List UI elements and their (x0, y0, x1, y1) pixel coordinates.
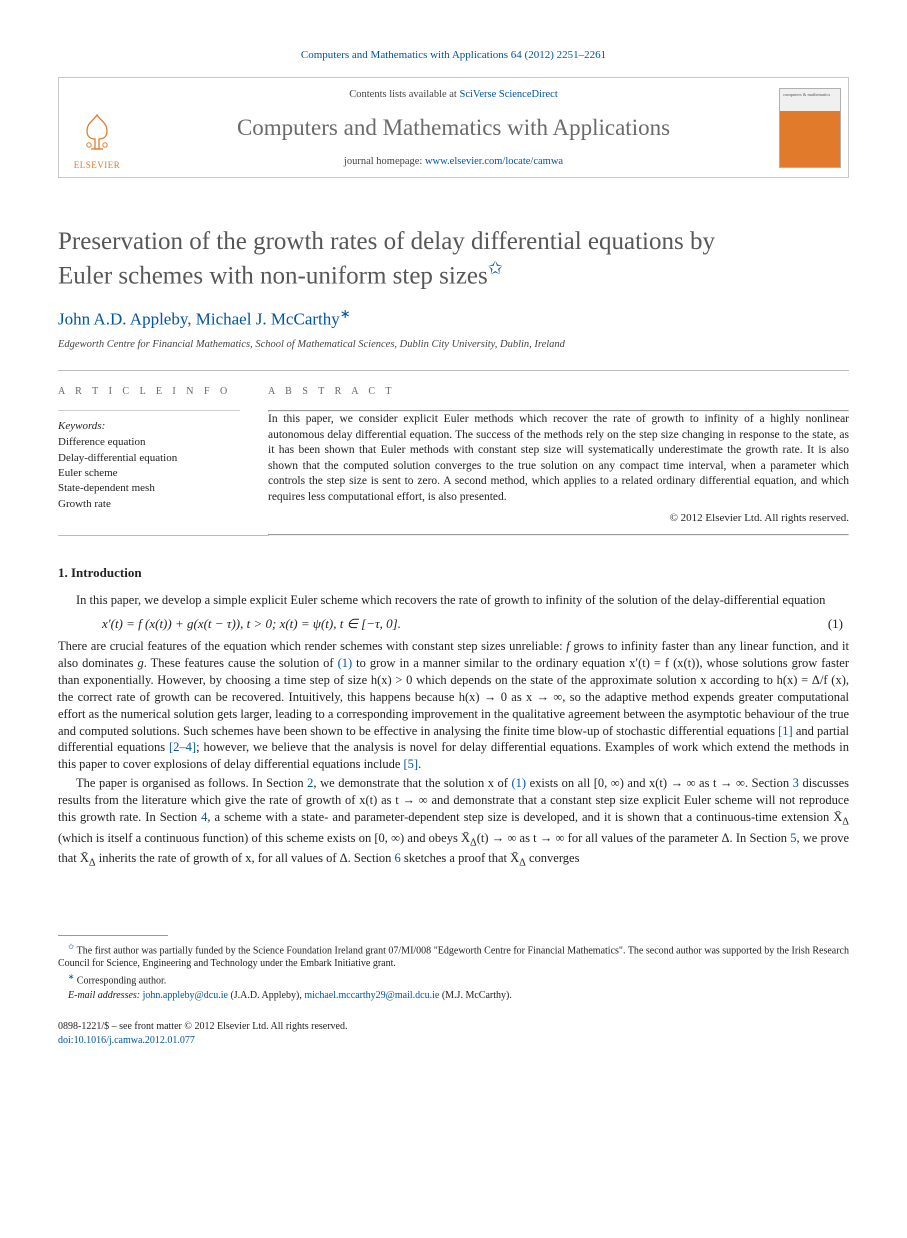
footnote-2-text: Corresponding author. (74, 975, 166, 986)
p3-c: exists on all [0, ∞) and x(t) → ∞ as t →… (526, 776, 793, 790)
sub-delta-2: Δ (470, 837, 477, 848)
doi-link[interactable]: 10.1016/j.camwa.2012.01.077 (74, 1035, 195, 1046)
p3-e: , a scheme with a state- and parameter-d… (207, 810, 842, 824)
sub-delta-1: Δ (842, 816, 849, 827)
p2-g: . (418, 757, 421, 771)
p2-c: . These features cause the solution of (144, 656, 338, 670)
author-sep: , (187, 310, 196, 329)
paragraph-1: In this paper, we develop a simple expli… (58, 592, 849, 609)
article-title: Preservation of the growth rates of dela… (58, 226, 849, 292)
article-info-label: A R T I C L E I N F O (58, 385, 240, 399)
keyword-item: Delay-differential equation (58, 451, 240, 466)
email-2-link[interactable]: michael.mccarthy29@mail.dcu.ie (304, 990, 439, 1001)
footer-block: 0898-1221/$ – see front matter © 2012 El… (58, 1020, 849, 1047)
keyword-item: State-dependent mesh (58, 481, 240, 496)
p3-g: (t) → ∞ as t → ∞ for all values of the p… (477, 831, 790, 845)
title-line2: Euler schemes with non-uniform step size… (58, 263, 488, 290)
header-center: Contents lists available at SciVerse Sci… (135, 78, 772, 177)
keyword-item: Growth rate (58, 497, 240, 512)
paragraph-3: The paper is organised as follows. In Se… (58, 775, 849, 870)
abstract-label: A B S T R A C T (268, 385, 849, 399)
keywords-heading: Keywords: (58, 419, 240, 434)
affiliation: Edgeworth Centre for Financial Mathemati… (58, 338, 849, 352)
equation-1: x′(t) = f (x(t)) + g(x(t − τ)), t > 0; x… (102, 615, 849, 633)
title-footnote-mark[interactable]: ✩ (488, 258, 503, 278)
p3-i: inherits the rate of growth of x, for al… (96, 851, 395, 865)
email-label: E-mail addresses: (68, 990, 143, 1001)
info-abstract-row: A R T I C L E I N F O Keywords: Differen… (58, 371, 849, 536)
journal-header-box: ELSEVIER Contents lists available at Sci… (58, 77, 849, 178)
keyword-item: Difference equation (58, 435, 240, 450)
contents-prefix: Contents lists available at (349, 89, 459, 100)
footnote-1: ✩ The first author was partially funded … (58, 942, 849, 970)
p3-k: converges (526, 851, 580, 865)
abstract-text: In this paper, we consider explicit Eule… (268, 412, 849, 505)
elsevier-label: ELSEVIER (74, 159, 121, 171)
email-1-who: (J.A.D. Appleby), (228, 990, 304, 1001)
sub-delta-4: Δ (519, 858, 526, 869)
footer-doi-line: doi:10.1016/j.camwa.2012.01.077 (58, 1034, 849, 1048)
homepage-line: journal homepage: www.elsevier.com/locat… (141, 155, 766, 169)
cover-mini-text: computers & mathematics (783, 93, 837, 98)
abstract-column: A B S T R A C T In this paper, we consid… (268, 371, 849, 536)
ref-1-link[interactable]: [1] (778, 724, 793, 738)
footnotes-block: ✩ The first author was partially funded … (58, 935, 849, 1003)
elsevier-tree-icon (73, 109, 121, 157)
p3-b: , we demonstrate that the solution x of (313, 776, 511, 790)
equation-1-body: x′(t) = f (x(t)) + g(x(t − τ)), t > 0; x… (102, 615, 828, 633)
footnote-2: ∗ Corresponding author. (58, 972, 849, 987)
email-2-who: (M.J. McCarthy). (439, 990, 512, 1001)
sub-delta-3: Δ (89, 858, 96, 869)
p3-j: sketches a proof that X̄ (401, 851, 519, 865)
cover-cell: computers & mathematics (772, 78, 848, 177)
copyright-line: © 2012 Elsevier Ltd. All rights reserved… (268, 511, 849, 526)
doi-label: doi: (58, 1035, 74, 1046)
footer-line-1: 0898-1221/$ – see front matter © 2012 El… (58, 1020, 849, 1034)
elsevier-cell: ELSEVIER (59, 78, 135, 177)
citation-header: Computers and Mathematics with Applicati… (58, 48, 849, 63)
homepage-prefix: journal homepage: (344, 156, 425, 167)
corresponding-mark[interactable]: ∗ (340, 307, 351, 321)
journal-cover-thumbnail: computers & mathematics (779, 88, 841, 168)
ref-eq1-link-2[interactable]: (1) (512, 776, 527, 790)
citation-link[interactable]: Computers and Mathematics with Applicati… (301, 49, 606, 61)
keyword-item: Euler scheme (58, 466, 240, 481)
contents-line: Contents lists available at SciVerse Sci… (141, 88, 766, 102)
info-divider (58, 410, 240, 411)
author-2[interactable]: Michael J. McCarthy (196, 310, 340, 329)
footnote-1-text: The first author was partially funded by… (58, 945, 849, 969)
journal-name: Computers and Mathematics with Applicati… (141, 112, 766, 143)
title-line1: Preservation of the growth rates of dela… (58, 228, 715, 255)
authors-line: John A.D. Appleby, Michael J. McCarthy∗ (58, 306, 849, 332)
author-1[interactable]: John A.D. Appleby (58, 310, 187, 329)
ref-2-4-link[interactable]: [2–4] (169, 740, 196, 754)
abstract-divider-bottom (268, 534, 849, 536)
email-1-link[interactable]: john.appleby@dcu.ie (143, 990, 228, 1001)
article-info-column: A R T I C L E I N F O Keywords: Differen… (58, 371, 240, 536)
p2-a: There are crucial features of the equati… (58, 639, 566, 653)
p3-a: The paper is organised as follows. In Se… (76, 776, 307, 790)
p3-f: (which is itself a continuous function) … (58, 831, 470, 845)
ref-5-link[interactable]: [5] (404, 757, 419, 771)
section-1-heading: 1. Introduction (58, 564, 849, 582)
paragraph-2: There are crucial features of the equati… (58, 638, 849, 773)
equation-1-number: (1) (828, 615, 843, 633)
sciencedirect-link[interactable]: SciVerse ScienceDirect (459, 89, 557, 100)
footnote-rule (58, 935, 168, 936)
homepage-link[interactable]: www.elsevier.com/locate/camwa (425, 156, 563, 167)
ref-eq1-link[interactable]: (1) (338, 656, 353, 670)
footnote-emails: E-mail addresses: john.appleby@dcu.ie (J… (58, 989, 849, 1002)
